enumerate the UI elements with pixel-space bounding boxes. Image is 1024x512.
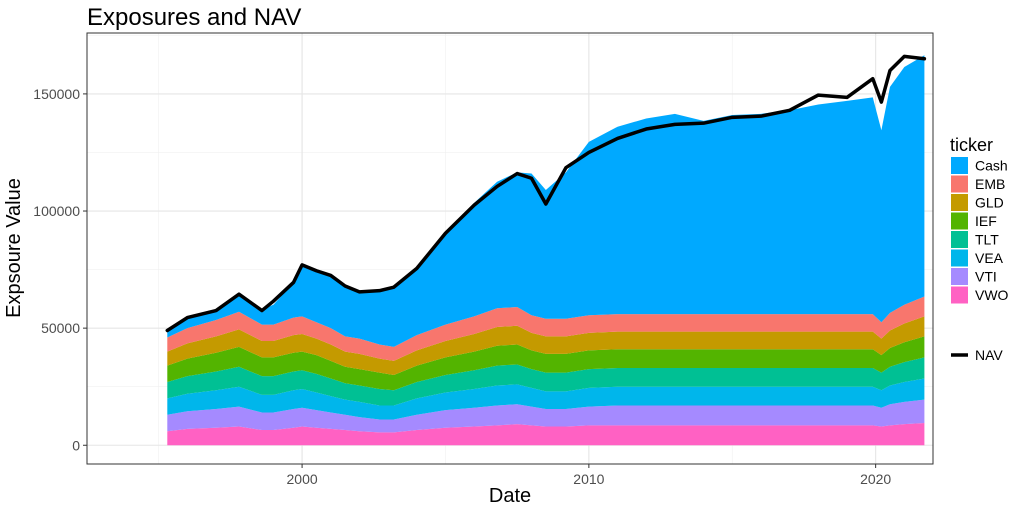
nav-line-group [165, 54, 927, 333]
legend-key-vti [951, 268, 968, 285]
y-axis-title: Expsoure Value [3, 178, 25, 318]
x-tick-label: 2020 [860, 471, 891, 487]
legend: ticker Cash EMB GLD IEF TLT VEA VTI VWO NAV [950, 135, 1009, 363]
legend-key-vea [951, 249, 968, 267]
legend-label: VEA [975, 250, 1004, 266]
area-vea [167, 378, 925, 420]
legend-label: EMB [975, 176, 1005, 192]
y-tick-label: 0 [72, 437, 80, 453]
y-axis: 0 50000 100000 150000 [33, 86, 87, 453]
area-tlt [167, 357, 925, 406]
area-gld [167, 316, 925, 375]
legend-key-vwo [951, 286, 968, 304]
plot-border [86, 32, 934, 465]
legend-title: ticker [950, 135, 993, 155]
y-tick-label: 100000 [33, 203, 80, 219]
legend-label: TLT [975, 232, 999, 248]
area-ief [167, 336, 925, 391]
x-axis: 2000 2010 2020 [287, 464, 891, 487]
legend-key-ief [951, 212, 968, 230]
x-axis-title: Date [489, 485, 531, 507]
legend-label: GLD [975, 195, 1004, 211]
area-emb [167, 296, 925, 361]
legend-key-gld [951, 194, 968, 211]
chart-title: Exposures and NAV [87, 4, 301, 31]
x-tick-label: 2000 [287, 471, 318, 487]
nav-line [165, 54, 927, 333]
legend-label: Cash [975, 158, 1008, 174]
area-vti [167, 399, 925, 433]
legend-key-cash [951, 157, 968, 174]
legend-label: VWO [975, 287, 1009, 303]
legend-label: NAV [975, 347, 1003, 363]
legend-key-tlt [951, 231, 968, 248]
legend-label: IEF [975, 213, 997, 229]
y-tick-label: 150000 [33, 86, 80, 102]
y-tick-label: 50000 [41, 320, 80, 336]
area-vwo [167, 423, 925, 446]
legend-label: VTI [975, 269, 997, 285]
legend-key-emb [951, 175, 968, 193]
x-tick-label: 2010 [573, 471, 604, 487]
